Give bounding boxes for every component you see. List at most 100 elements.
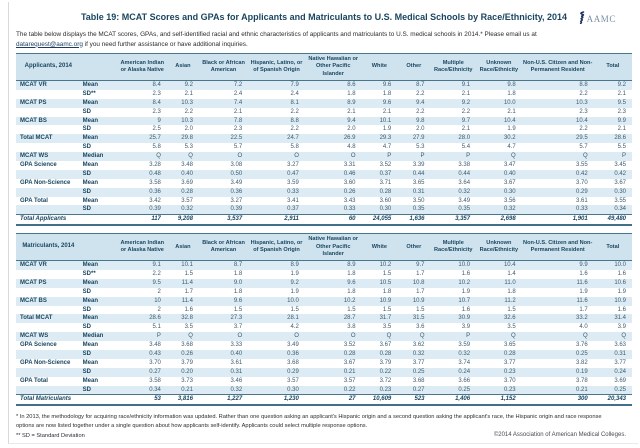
table-row: GPA Science Mean 3.48 3.68 3.33 3.49 3.52 3.67 3… [16, 341, 632, 350]
value-cell: 0.37 [379, 170, 392, 177]
value-cell: 0.47 [287, 170, 299, 177]
row-group-label [16, 205, 81, 214]
row-group-label [16, 143, 81, 152]
value-cell: 26.9 [343, 135, 356, 142]
row-group-label [16, 386, 81, 395]
total-value-cell: 20,343 [593, 394, 632, 407]
value-cell: 3.61 [230, 359, 243, 366]
stat-label: SD** [82, 270, 96, 277]
value-cell: 2.2 [416, 90, 425, 97]
value-cell: 3.57 [343, 377, 356, 384]
stat-column-header [80, 233, 118, 262]
value-cell: 8.8 [290, 117, 299, 124]
column-header: Asian [166, 233, 199, 262]
value-cell: 1.5 [382, 270, 392, 277]
matriculants-table: Matriculants, 2014 American Indian or Ala… [16, 233, 632, 407]
column-header: Asian [166, 53, 199, 82]
table-row: MCAT WS Median P Q O O O Q Q P Q Q Q [16, 332, 632, 342]
value-cell: 27.3 [230, 315, 243, 322]
value-cell: 1.8 [382, 288, 392, 295]
value-cell: 9 [157, 117, 161, 124]
value-cell: O [350, 153, 356, 160]
table-row: GPA Non-Science Mean 3.58 3.69 3.49 3.59 3.60 3… [16, 179, 632, 188]
value-cell: O [237, 153, 243, 160]
value-cell: 0.25 [412, 368, 425, 375]
value-cell: 0.21 [343, 368, 356, 375]
value-cell: 3.45 [614, 162, 626, 169]
table-row: SD 5.8 5.3 5.7 5.8 4.8 4.7 5.3 5.4 4.7 5.7 5.5 [16, 143, 632, 152]
value-cell: 0.25 [576, 350, 588, 357]
value-cell: 2.1 [617, 126, 626, 133]
value-cell: 0.24 [458, 368, 471, 375]
stat-label: Median [82, 153, 104, 160]
value-cell: 3.77 [412, 359, 425, 366]
table-row: Total MCAT Mean 28.6 32.8 27.3 28.1 28.7 31.7 31… [16, 314, 632, 324]
value-cell: 3.82 [576, 359, 588, 366]
value-cell: 3.33 [230, 342, 243, 349]
value-cell: 2.3 [152, 90, 161, 97]
value-cell: 2.1 [233, 108, 243, 115]
email-link[interactable]: datarequest@aamc.org [16, 40, 83, 48]
value-cell: 10.8 [412, 279, 425, 286]
value-cell: 0.36 [287, 350, 299, 357]
value-cell: 0.32 [458, 350, 471, 357]
value-cell: 5.7 [233, 144, 243, 151]
value-cell: 33.2 [576, 315, 588, 322]
intro-after-link: if you need further assistance or have a… [82, 40, 248, 48]
value-cell: 3.55 [614, 197, 626, 204]
value-cell: 3.5 [507, 324, 516, 331]
value-cell: 0.32 [412, 350, 425, 357]
value-cell: 3.43 [343, 197, 356, 204]
value-cell: 3.27 [230, 197, 243, 204]
value-cell: 2.0 [347, 126, 356, 133]
value-cell: 0.37 [287, 206, 299, 213]
table-row: MCAT BS Mean 9 10.3 7.8 8.8 9.4 10.1 9.8 9.7 10.4 1… [16, 116, 632, 126]
value-cell: 3.5 [382, 324, 392, 331]
value-cell: 28.0 [458, 135, 471, 142]
value-cell: 8.1 [290, 99, 299, 106]
value-cell: 28.7 [343, 315, 356, 322]
value-cell: 0.24 [614, 368, 626, 375]
value-cell: 0.33 [287, 188, 299, 195]
footnote-sd-definition: ** SD = Standard Deviation [16, 432, 85, 439]
total-value-cell: 49,480 [593, 214, 632, 227]
value-cell: 1.6 [184, 306, 193, 313]
column-header: Other [397, 233, 431, 262]
value-cell: 3.64 [458, 179, 471, 186]
value-cell: 24.7 [287, 135, 299, 142]
stat-label: Mean [82, 162, 99, 169]
value-cell: 3.63 [614, 342, 626, 349]
value-cell: 1.8 [233, 288, 243, 295]
copyright-text: ©2014 Association of American Medical Co… [493, 432, 626, 438]
value-cell: 10.3 [181, 99, 193, 106]
total-value-cell: 300 [521, 394, 594, 407]
value-cell: 29.5 [576, 135, 588, 142]
value-cell: 3.41 [287, 197, 299, 204]
value-cell: 0.25 [614, 386, 626, 393]
row-group-label [16, 368, 81, 377]
value-cell: P [466, 153, 471, 160]
value-cell: 2.2 [184, 108, 193, 115]
stat-label: SD** [82, 90, 96, 97]
value-cell: 3.49 [287, 342, 299, 349]
value-cell: 3.70 [503, 377, 516, 384]
column-header: Hispanic, Latino, or of Spanish Origin [248, 53, 305, 82]
row-group-label: GPA Science [20, 162, 57, 169]
value-cell: 1.5 [233, 306, 243, 313]
stat-label: SD [82, 350, 92, 357]
value-cell: 1.9 [290, 288, 299, 295]
value-cell: 0.28 [379, 188, 392, 195]
value-cell: 3.67 [379, 342, 392, 349]
value-cell: 3.72 [379, 377, 392, 384]
value-cell: 2.2 [579, 90, 588, 97]
value-cell: 1.6 [617, 306, 626, 313]
applicants-table-header-row: Applicants, 2014 American Indian or Alask… [16, 53, 632, 82]
stat-label: SD [82, 126, 92, 133]
row-group-label [16, 350, 81, 359]
value-cell: 1.7 [416, 270, 425, 277]
value-cell: 2.2 [416, 108, 425, 115]
value-cell: 9.9 [579, 262, 588, 269]
row-group-label: MCAT WS [20, 333, 49, 340]
value-cell: Q [419, 333, 425, 340]
value-cell: 3.77 [614, 359, 626, 366]
